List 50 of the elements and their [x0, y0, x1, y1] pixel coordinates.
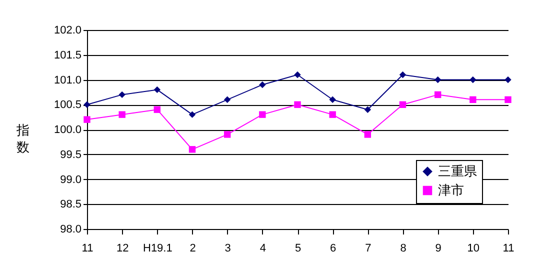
legend-label: 三重県 — [438, 164, 477, 178]
point — [294, 101, 301, 108]
y-tick-label: 99.5 — [60, 148, 82, 161]
y-tick-label: 98.0 — [60, 224, 82, 236]
legend-label: 津市 — [438, 182, 464, 198]
x-tick-label: 7 — [365, 242, 372, 254]
point — [224, 131, 231, 138]
point — [154, 86, 161, 94]
point — [504, 76, 512, 84]
y-axis-title: 指数 — [15, 122, 30, 154]
x-tick-label: 8 — [400, 242, 406, 254]
x-tick-label: 12 — [116, 242, 129, 254]
x-tick-label: 2 — [190, 242, 196, 254]
x-tick-label: 4 — [260, 242, 266, 254]
x-tick-label: 3 — [224, 242, 231, 254]
x-tick-label: 10 — [467, 242, 480, 254]
point — [118, 91, 126, 98]
y-tick-label: 102.0 — [54, 24, 82, 36]
point — [154, 106, 161, 113]
point — [188, 111, 196, 118]
point — [434, 91, 442, 98]
y-tick-label: 101.0 — [54, 74, 82, 86]
point — [188, 146, 196, 153]
point — [504, 96, 512, 104]
point — [364, 131, 372, 138]
point — [224, 96, 231, 104]
y-tick-label: 100.0 — [54, 124, 82, 136]
point — [259, 81, 266, 88]
x-tick-label: 11 — [82, 242, 94, 254]
point — [470, 96, 476, 104]
x-tick-label: H19.1 — [142, 242, 172, 254]
y-tick-label: 101.5 — [54, 49, 82, 62]
point — [259, 111, 266, 118]
point — [118, 111, 126, 118]
point — [84, 116, 90, 123]
x-tick-label: 11 — [502, 242, 514, 254]
point — [329, 96, 336, 104]
point — [399, 71, 406, 78]
x-tick-label: 6 — [330, 242, 336, 254]
y-tick-label: 100.5 — [54, 99, 82, 112]
point — [434, 76, 442, 84]
y-tick-label: 99.0 — [60, 174, 82, 186]
y-tick-label: 98.5 — [60, 198, 82, 211]
point — [329, 111, 336, 118]
x-tick-label: 5 — [294, 242, 302, 254]
point — [399, 101, 406, 108]
point — [294, 71, 301, 78]
x-tick-label: 9 — [435, 242, 442, 254]
point — [470, 76, 476, 84]
point — [364, 106, 372, 113]
